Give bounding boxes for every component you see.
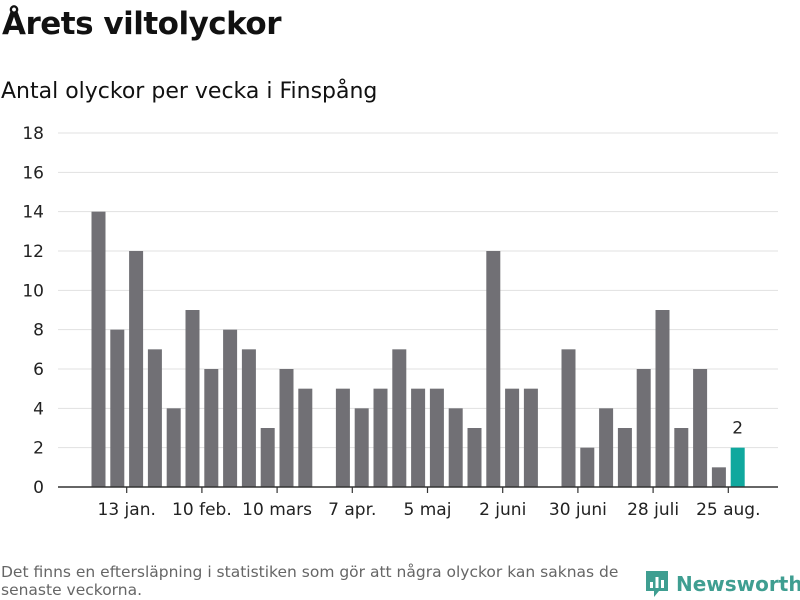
y-tick-label: 4 [33, 399, 44, 419]
y-tick-label: 16 [22, 163, 44, 183]
y-tick-label: 10 [22, 281, 44, 301]
bar [448, 408, 463, 487]
bar [354, 408, 369, 487]
bar [580, 447, 595, 487]
y-tick-label: 6 [33, 360, 44, 380]
bar [505, 388, 520, 487]
bar [655, 310, 670, 487]
bar [91, 211, 106, 487]
bar [429, 388, 444, 487]
bar [110, 329, 125, 487]
bar [129, 251, 144, 487]
bar [693, 369, 708, 487]
bar [674, 428, 689, 487]
newsworthy-logo-icon [646, 571, 668, 597]
bar [561, 349, 576, 487]
y-tick-label: 12 [22, 242, 44, 262]
chart-subtitle: Antal olyckor per vecka i Finspång [1, 79, 378, 104]
x-tick-label: 5 maj [404, 500, 452, 520]
bar [279, 369, 294, 487]
newsworthy-brand[interactable]: Newsworthy [644, 569, 800, 599]
x-tick-label: 10 mars [242, 500, 312, 520]
x-tick-label: 28 juli [627, 500, 679, 520]
x-tick-label: 13 jan. [98, 500, 156, 520]
bar [599, 408, 614, 487]
bar [617, 428, 632, 487]
bar [223, 329, 238, 487]
highlighted-bar [730, 447, 745, 487]
bar [260, 428, 275, 487]
weekly-accidents-bar-chart: 0 2 4 6 8 10 12 14 16 18 2 13 jan. 10 feb. 10 mars 7 a… [22, 124, 778, 520]
bar [392, 349, 407, 487]
highlight-data-label: 2 [732, 419, 743, 439]
x-tick-label: 25 aug. [696, 500, 760, 520]
chart-title: Årets viltolyckor [2, 6, 282, 42]
bar [241, 349, 256, 487]
brand-name: Newsworthy [676, 572, 800, 596]
bar [711, 467, 726, 487]
y-tick-label: 0 [33, 478, 44, 498]
y-tick-label: 2 [33, 439, 44, 459]
bar [523, 388, 538, 487]
bar [204, 369, 219, 487]
y-tick-label: 14 [22, 203, 44, 223]
bar [166, 408, 181, 487]
bar [636, 369, 651, 487]
x-tick-label: 10 feb. [172, 500, 232, 520]
x-tick-label: 2 juni [479, 500, 526, 520]
bar [373, 388, 388, 487]
bar [467, 428, 482, 487]
y-tick-label: 8 [33, 321, 44, 341]
bar [411, 388, 426, 487]
x-tick-label: 7 apr. [328, 500, 376, 520]
bar [486, 251, 501, 487]
bar [335, 388, 350, 487]
bar [298, 388, 313, 487]
x-tick-label: 30 juni [549, 500, 607, 520]
data-lag-footnote: Det finns en eftersläpning i statistiken… [1, 563, 619, 599]
bar [147, 349, 162, 487]
bar [185, 310, 200, 487]
y-tick-label: 18 [22, 124, 44, 144]
